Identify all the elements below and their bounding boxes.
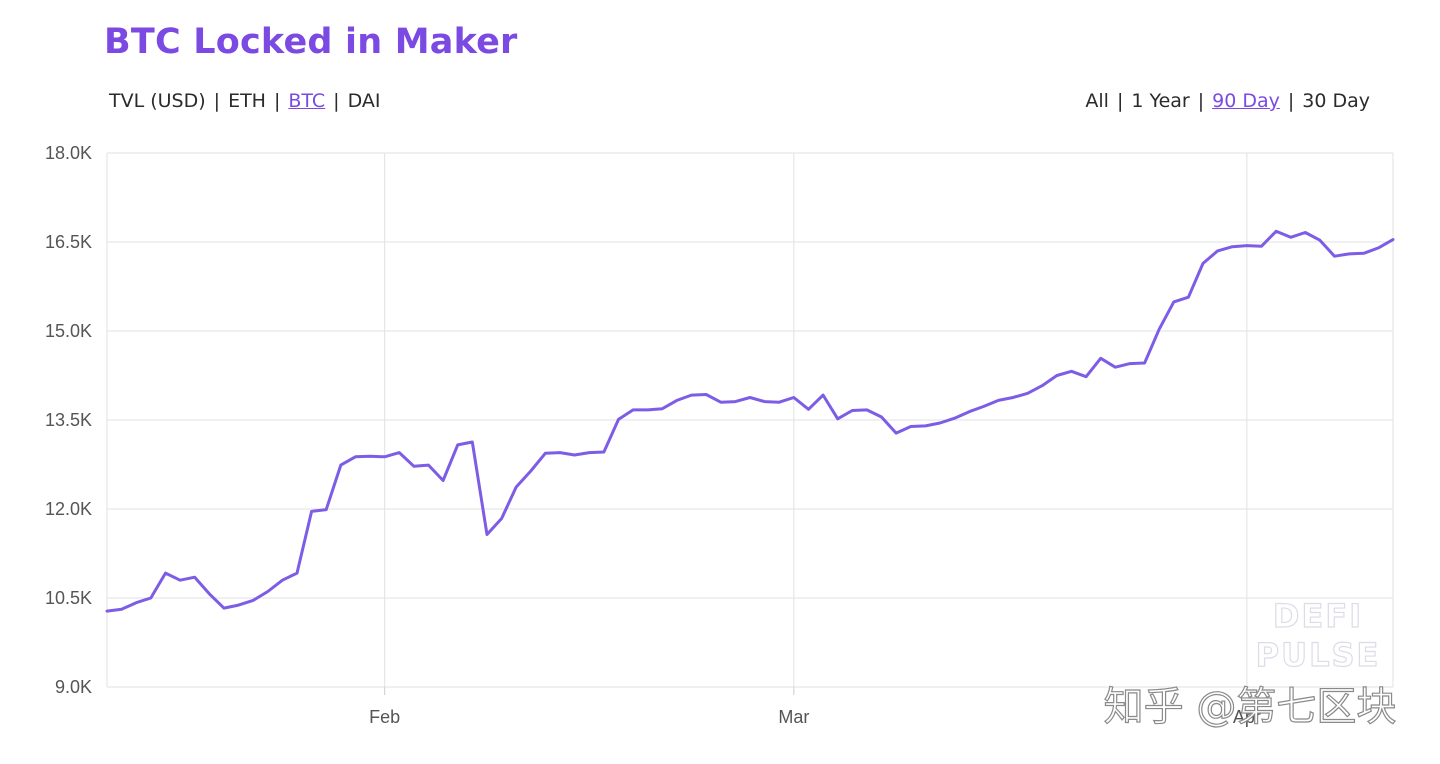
page-title: BTC Locked in Maker (104, 22, 518, 62)
grid (106, 152, 1394, 695)
range-option-all[interactable]: All (1085, 90, 1109, 112)
separator: | (1197, 90, 1205, 112)
y-tick-label: 9.0K (55, 677, 92, 697)
x-tick-label: Apr (1233, 707, 1261, 727)
watermark-layer: DEFI PULSE 知乎 @第七区块 (1103, 596, 1397, 730)
metric-toggle-group: TVL (USD) | ETH | BTC | DAI (109, 90, 380, 112)
y-tick-label: 13.5K (45, 410, 92, 430)
separator: | (273, 90, 281, 112)
y-tick-label: 12.0K (45, 499, 92, 519)
axes: 9.0K 10.5K 12.0K 13.5K 15.0K 16.5K 18.0K Feb Mar… (45, 143, 1261, 727)
separator: | (333, 90, 340, 112)
separator: | (1287, 90, 1295, 112)
metric-option-dai[interactable]: DAI (347, 90, 381, 112)
y-tick-label: 10.5K (45, 588, 92, 608)
range-option-1-year[interactable]: 1 Year (1131, 90, 1190, 112)
y-tick-label: 18.0K (45, 143, 92, 163)
range-option-90-day[interactable]: 90 Day (1212, 90, 1280, 112)
x-tick-label: Feb (369, 707, 400, 727)
y-tick-label: 16.5K (45, 232, 92, 252)
y-tick-label: 15.0K (45, 321, 92, 341)
series-layer (105, 229, 1395, 613)
metric-option-btc[interactable]: BTC (288, 90, 326, 112)
metric-option-eth[interactable]: ETH (228, 90, 266, 112)
separator: | (1116, 90, 1124, 112)
defi-pulse-watermark-line2: PULSE (1256, 636, 1381, 674)
btc-locked-series-line[interactable] (105, 229, 1395, 613)
metric-option-tvl-usd[interactable]: TVL (USD) (109, 90, 206, 112)
separator: | (213, 90, 221, 112)
range-option-30-day[interactable]: 30 Day (1302, 90, 1370, 112)
range-toggle-group: All | 1 Year | 90 Day | 30 Day (1085, 90, 1370, 112)
zhihu-watermark: 知乎 @第七区块 (1104, 684, 1397, 730)
x-tick-label: Mar (778, 707, 809, 727)
defi-pulse-watermark-line1: DEFI (1273, 597, 1363, 635)
